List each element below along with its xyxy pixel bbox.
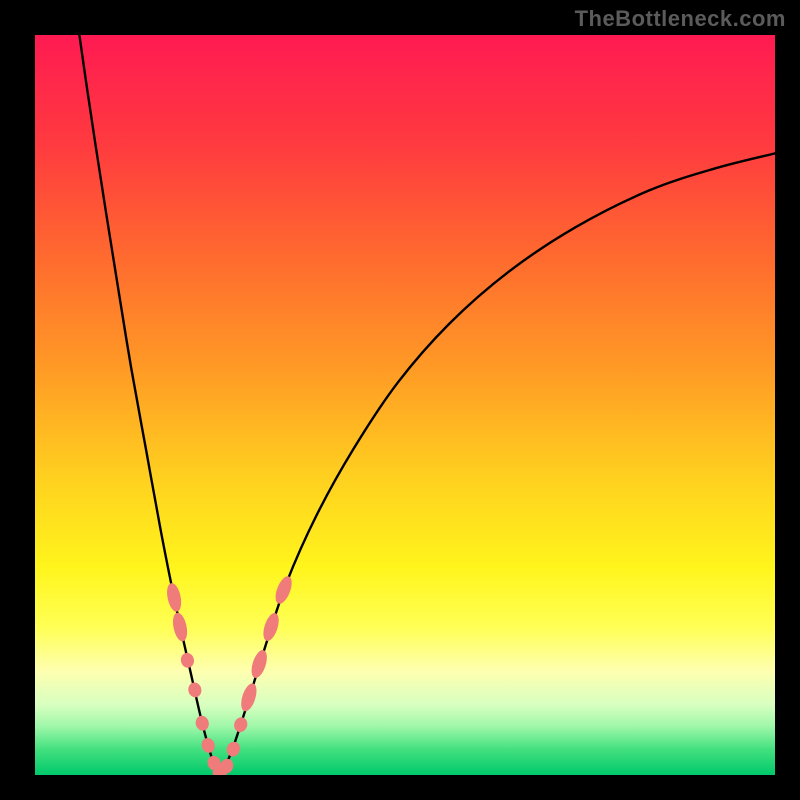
watermark-text: TheBottleneck.com	[575, 6, 786, 32]
plot-area	[35, 35, 775, 775]
chart-outer: TheBottleneck.com	[0, 0, 800, 800]
chart-svg	[35, 35, 775, 775]
gradient-background	[35, 35, 775, 775]
